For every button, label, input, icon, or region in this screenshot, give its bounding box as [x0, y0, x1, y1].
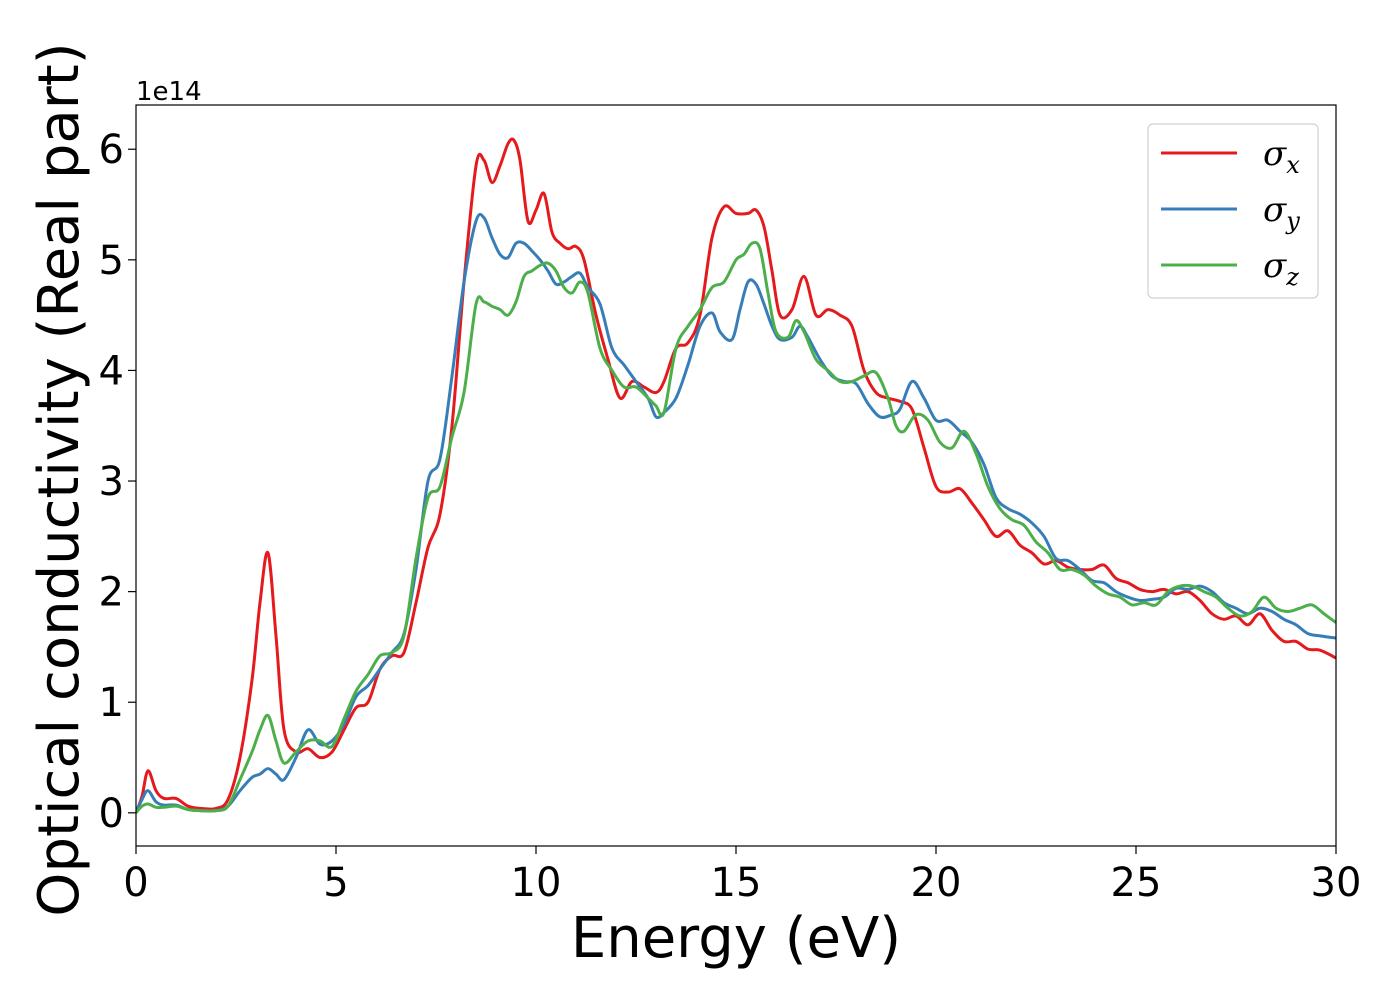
legend-label-x: σx [1263, 134, 1300, 179]
y-tick-label: 0 [99, 791, 124, 837]
y-tick-label: 6 [99, 127, 124, 173]
series-line-z [136, 240, 1336, 814]
series-line-y [136, 212, 1336, 814]
legend-label-y: σy [1263, 190, 1300, 235]
x-tick-label: 0 [123, 860, 148, 906]
x-tick-label: 15 [711, 860, 762, 906]
series-line-x [136, 137, 1336, 814]
axis-layer: 0 5 10 15 20 25 30 0 1 2 3 4 5 6 [99, 104, 1362, 906]
y-tick-label: 3 [99, 459, 124, 505]
x-tick-label: 10 [511, 860, 562, 906]
y-tick-label: 2 [99, 570, 124, 616]
y-axis-title: Optical conductivity (Real part) [27, 42, 92, 916]
x-tick-label: 20 [911, 860, 962, 906]
legend-label-z: σz [1263, 246, 1299, 291]
x-tick-label: 25 [1111, 860, 1162, 906]
x-tick-label: 30 [1311, 860, 1362, 906]
series-layer [136, 137, 1336, 814]
x-axis-title: Energy (eV) [571, 906, 901, 971]
legend-box [1147, 123, 1319, 299]
y-tick-label: 5 [99, 238, 124, 284]
y-tick-label: 4 [99, 348, 124, 394]
legend: σx σy σz [1147, 123, 1319, 299]
y-tick-label: 1 [99, 680, 124, 726]
y-offset-text: 1e14 [136, 77, 202, 107]
x-tick-label: 5 [323, 860, 348, 906]
